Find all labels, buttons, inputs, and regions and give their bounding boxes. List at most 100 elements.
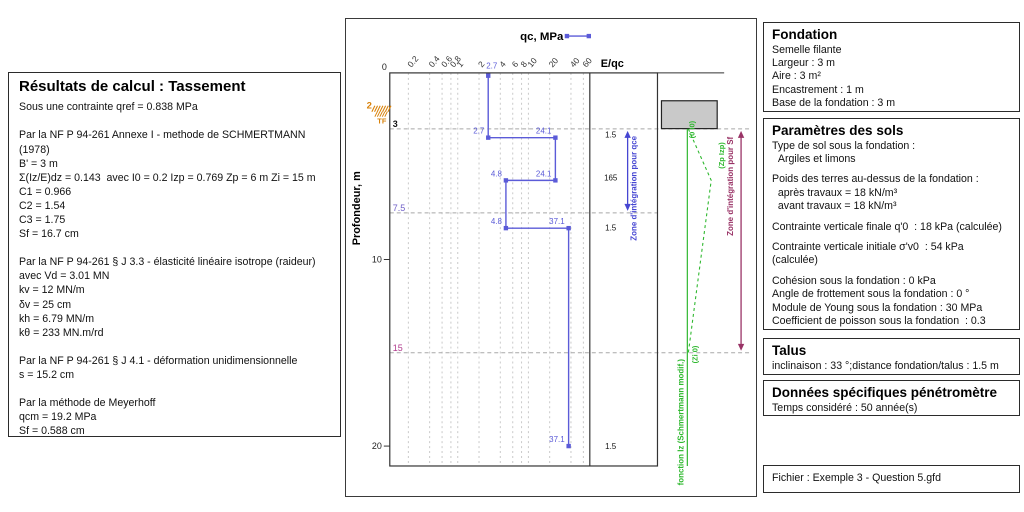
iz-point-label: (0 I0) (687, 120, 696, 138)
qc-point-label: 4.8 (491, 217, 503, 226)
text-line (772, 214, 1011, 221)
depth-level-label: 15 (393, 343, 403, 353)
text-line: Temps considéré : 50 année(s) (772, 401, 918, 414)
qc-point-label: 24.1 (536, 127, 552, 136)
depth-tick-label: 10 (372, 254, 382, 264)
x-tick-label: 1 (455, 59, 466, 69)
x-tick-label: 4 (497, 59, 508, 69)
depth-level-label: 3 (393, 119, 398, 129)
text-line: Argiles et limons (772, 152, 856, 165)
penetrometer-lines: Temps considéré : 50 année(s) (772, 402, 1011, 415)
x-tick-label: 8 (518, 59, 529, 69)
text-line: Base de la fondation : 3 m (772, 97, 896, 110)
qc-chart-panel: 0.2 0.4 0.6 0.8 1 2 4 6 8 10 20 40 60 0 10 20 3 7.5 15 Prof… (345, 18, 757, 497)
text-line (19, 340, 330, 354)
text-line: B' = 3 m (19, 157, 58, 170)
legend-marker (564, 33, 592, 39)
text-line: s = 15.2 cm (19, 369, 75, 382)
x-origin-label: 0 (382, 62, 387, 72)
text-line: Coefficient de poisson sous la fondation… (772, 314, 986, 327)
fondation-panel: Fondation Semelle filante Largeur : 3 m Ai… (763, 22, 1020, 112)
text-line: après travaux = 18 kN/m³ (772, 186, 898, 199)
text-line: δv = 25 cm (19, 298, 72, 311)
talus-panel: Talus inclinaison : 33 °;distance fondat… (763, 338, 1020, 375)
depth-tick-label: 20 (372, 441, 382, 451)
text-line: Aire : 3 m² (772, 70, 821, 83)
text-line: Semelle filante (772, 43, 842, 56)
y-axis-title: Profondeur, m (351, 171, 363, 245)
iz-point-label: (Zp Izp) (717, 142, 726, 169)
text-line: avec Vd = 3.01 MN (19, 270, 110, 283)
text-line: C3 = 1.75 (19, 214, 66, 226)
iz-function-label: fonction Iz (Schmertmann modif.) (676, 359, 685, 486)
file-panel: Fichier : Exemple 3 - Question 5.gfd (763, 465, 1020, 493)
eqc-value: 1.5 (605, 442, 617, 451)
eqc-value: 1.5 (605, 130, 617, 139)
qc-point-label: 4.8 (491, 169, 503, 178)
qc-point-label: 2.7 (486, 62, 498, 71)
text-line: kh = 6.79 MN/m (19, 312, 95, 325)
text-line: Contrainte verticale initiale σ'v0 : 54 … (772, 240, 967, 267)
x-tick-label: 0.2 (405, 54, 420, 70)
soil-params-title: Paramètres des sols (772, 123, 904, 138)
soil-params-lines: Type de sol sous la fondation : Argiles … (772, 140, 1011, 329)
text-line: Poids des terres au-dessus de la fondati… (772, 173, 979, 186)
qc-profile: 2.7 2.7 24.1 4.8 24.1 4.8 37.1 37.1 (473, 62, 571, 449)
text-line: Encastrement : 1 m (772, 83, 864, 96)
text-line (19, 241, 330, 255)
file-name: Fichier : Exemple 3 - Question 5.gfd (772, 472, 941, 485)
text-line: avant travaux = 18 kN/m³ (772, 200, 897, 213)
text-line: Par la NF P 94-261 § J 3.3 - élasticité … (19, 256, 316, 269)
eqc-header: E/qc (601, 58, 624, 70)
fondation-title: Fondation (772, 27, 838, 42)
chart-title: qc, MPa (520, 31, 564, 43)
eqc-value: 165 (604, 173, 618, 182)
text-line: Sf = 16.7 cm (19, 228, 79, 241)
text-line: C2 = 1.54 (19, 199, 66, 212)
results-lines: Sous une contrainte qref = 0.838 MPa Par … (19, 100, 330, 438)
text-line (19, 114, 330, 128)
text-line (772, 234, 1011, 241)
ground-symbol-label: TF (377, 117, 387, 126)
qc-point-label: 24.1 (536, 169, 552, 178)
sf-zone-label: Zone d'intégration pour Sf (726, 136, 735, 235)
x-tick-label: 2 (476, 59, 487, 69)
text-line: inclinaison : 33 °;distance fondation/ta… (772, 359, 999, 372)
axes: 0 10 20 3 7.5 15 Profondeur, m qc, MPa (351, 31, 725, 467)
qc-point-label: 37.1 (549, 435, 565, 444)
results-panel: Résultats de calcul : Tassement Sous une… (8, 72, 341, 437)
text-line: C1 = 0.966 (19, 185, 72, 198)
text-line: Par la NF P 94-261 Annexe I - methode de… (19, 129, 309, 156)
text-line: Par la méthode de Meyerhoff (19, 397, 156, 410)
qce-zone-label: Zone d'intégration pour qce (630, 135, 639, 240)
text-line: Par la NF P 94-261 § J 4.1 - déformation… (19, 354, 298, 367)
x-tick-label: 20 (547, 55, 561, 69)
text-line: Angle de frottement sous la fondation : … (772, 288, 970, 301)
talus-title: Talus (772, 343, 807, 358)
text-line: Σ(Iz/E)dz = 0.143 avec I0 = 0.2 Izp = 0.… (19, 171, 316, 184)
qc-point-label: 37.1 (549, 217, 565, 226)
text-line: Cohésion sous la fondation : 0 kPa (772, 274, 936, 287)
penetrometer-title: Données spécifiques pénétromètre (772, 385, 998, 400)
text-line: kθ = 233 MN.m/rd (19, 326, 104, 339)
soil-params-panel: Paramètres des sols Type de sol sous la … (763, 118, 1020, 330)
x-tick-label: 60 (580, 55, 594, 69)
depth-level-label: 7.5 (393, 203, 405, 213)
eqc-column: E/qc 1.5 165 1.5 1.5 (601, 58, 624, 451)
annotations: Zone d'intégration pour qce Zone d'intégr… (367, 100, 745, 486)
qc-point-label: 2.7 (473, 127, 485, 136)
text-line: Sf = 0.588 cm (19, 425, 85, 438)
talus-lines: inclinaison : 33 °;distance fondation/ta… (772, 360, 1011, 373)
text-line: qcm = 19.2 MPa (19, 411, 97, 424)
fondation-lines: Semelle filante Largeur : 3 m Aire : 3 m² E… (772, 44, 1011, 111)
text-line: Largeur : 3 m (772, 56, 836, 69)
text-line: Contrainte verticale finale q'0 : 18 kPa… (772, 220, 1002, 233)
foundation-block (660, 100, 718, 130)
x-tick-label: 6 (510, 59, 521, 69)
text-line: Type de sol sous la fondation : (772, 139, 916, 152)
text-line (19, 382, 330, 396)
text-line (772, 166, 1011, 173)
iz-point-label: (Zi 0) (690, 345, 699, 363)
text-line: Module de Young sous la fondation : 30 M… (772, 301, 983, 314)
